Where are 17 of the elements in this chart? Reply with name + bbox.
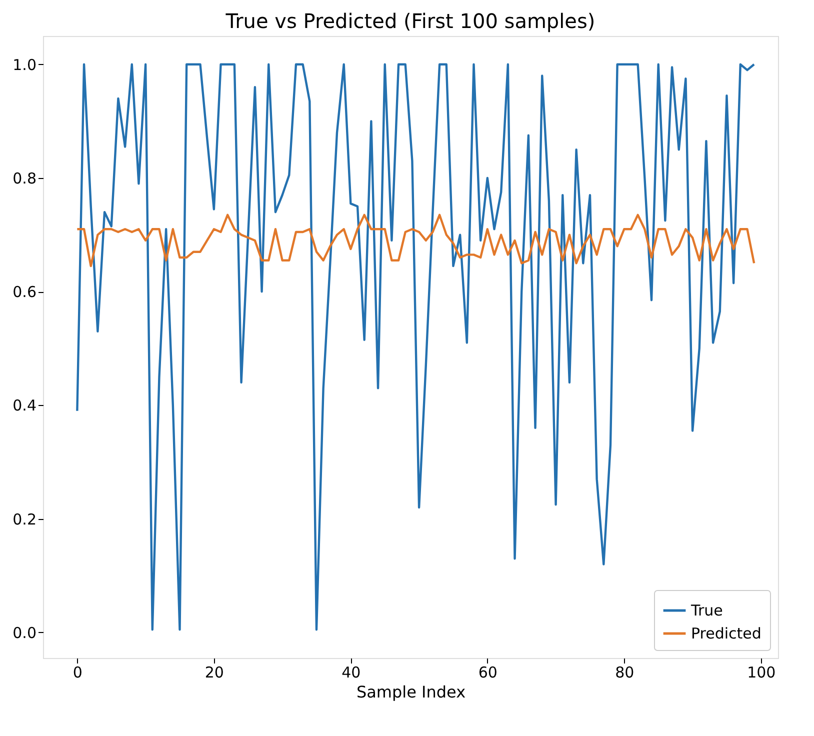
x-tick-label: 20	[204, 664, 224, 682]
x-tick-label: 40	[342, 664, 361, 682]
x-tick-label: 80	[615, 664, 634, 682]
line-series	[76, 214, 756, 268]
x-tick-label: 0	[72, 664, 82, 682]
chart-title: True vs Predicted (First 100 samples)	[224, 9, 596, 33]
x-tick-label: 100	[747, 664, 776, 682]
y-tick-label: 1.0	[12, 56, 36, 74]
y-tick-label: 0.0	[12, 624, 36, 642]
legend-label: Predicted	[691, 624, 762, 642]
x-axis-title: Sample Index	[356, 682, 466, 702]
y-tick-label: 0.6	[12, 283, 36, 302]
y-tick-label: 0.2	[12, 510, 36, 528]
x-tick-label: 60	[478, 664, 498, 682]
y-tick-label: 0.4	[12, 396, 36, 415]
legend-label: True	[690, 602, 723, 620]
y-tick-label: 0.8	[12, 170, 36, 188]
